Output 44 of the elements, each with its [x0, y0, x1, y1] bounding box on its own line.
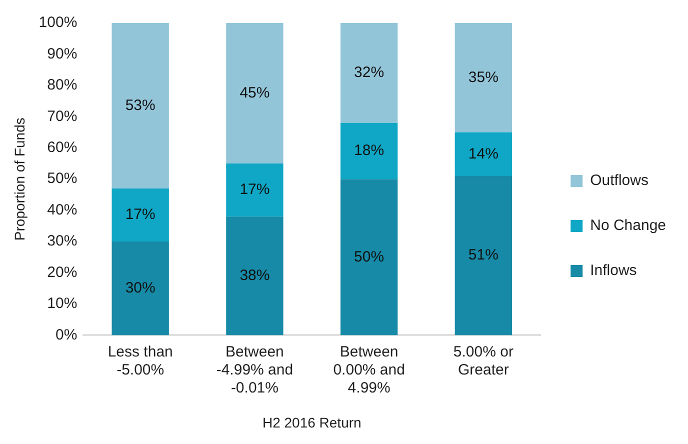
bar	[112, 23, 169, 188]
bar	[340, 122, 398, 180]
bar	[226, 163, 284, 217]
y-tick-label: 50%	[47, 170, 78, 188]
data-label: 17%	[240, 181, 270, 198]
legend-label: Inflows	[590, 262, 637, 280]
y-tick-label: 20%	[47, 264, 78, 281]
data-label: 35%	[468, 68, 498, 86]
bar	[340, 23, 398, 123]
bar	[226, 216, 284, 336]
x-tick-label: Less than -5.00%	[108, 343, 173, 378]
data-label: 30%	[125, 280, 156, 297]
y-tick-label: 90%	[47, 45, 78, 62]
data-label: 32%	[354, 64, 384, 82]
y-tick-label: 10%	[47, 295, 78, 312]
legend-label: Outflows	[590, 172, 648, 190]
x-axis-title: H2 2016 Return	[262, 414, 362, 430]
y-tick-label: 60%	[47, 139, 78, 156]
data-label: 38%	[240, 267, 270, 284]
x-tick-label: 5.00% or Greater	[453, 343, 514, 378]
y-axis-title: Proportion of Funds	[11, 118, 28, 241]
data-label: 14%	[468, 145, 498, 162]
data-label: 50%	[354, 248, 384, 266]
data-label: 51%	[468, 246, 498, 264]
x-tick-label: Between 0.00% and 4.99%	[333, 343, 405, 396]
bar	[112, 188, 169, 242]
bar	[454, 132, 512, 176]
y-tick-label: 0%	[55, 326, 78, 344]
x-tick-label: Between -4.99% and -0.01%	[216, 343, 294, 396]
data-label: 18%	[354, 142, 384, 160]
data-label: 45%	[240, 84, 270, 102]
y-tick-label: 30%	[47, 232, 78, 250]
y-tick-label: 100%	[38, 14, 78, 32]
bar	[454, 176, 512, 336]
bar	[112, 242, 169, 336]
legend-label: No Change	[590, 217, 666, 234]
data-label: 17%	[125, 206, 156, 224]
y-tick-label: 80%	[47, 76, 78, 94]
bar	[454, 23, 512, 132]
y-tick-label: 70%	[47, 108, 78, 125]
bar	[226, 23, 284, 164]
y-tick-label: 40%	[47, 201, 78, 218]
data-label: 53%	[125, 96, 156, 114]
bar	[340, 179, 398, 336]
